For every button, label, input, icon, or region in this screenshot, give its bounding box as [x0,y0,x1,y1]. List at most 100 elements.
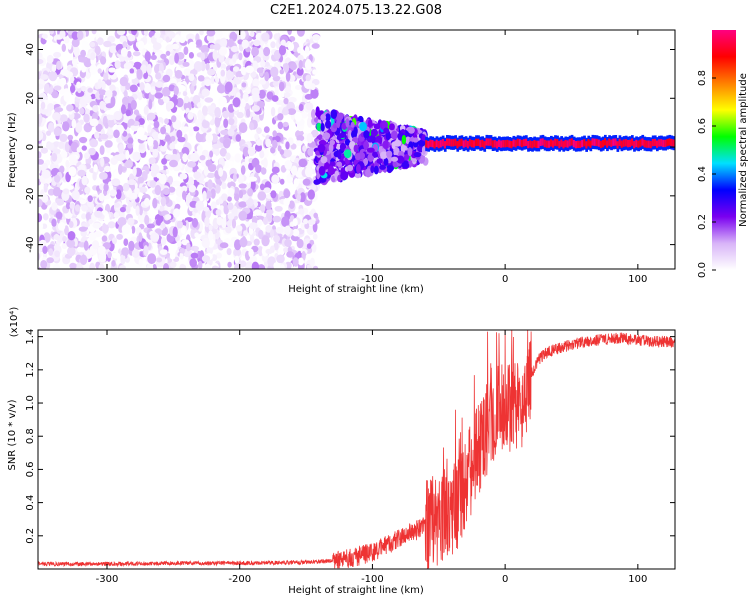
spectrogram-cell [183,68,192,76]
spectrogram-cell [197,109,203,121]
spectrogram-cell [256,127,262,134]
spectrogram-cell [143,82,152,94]
spectrogram-cell [39,239,47,247]
spectrogram-cell [176,195,182,203]
spectrogram-cell [232,54,237,63]
spectrogram-cell [249,222,258,230]
spectrogram-cell [187,59,195,71]
spectrogram-cell [101,235,108,242]
spectrogram-cell [136,69,143,80]
spectrogram-cell [201,255,211,263]
spectrogram-cell [284,238,292,248]
spectrogram-cell [111,90,117,97]
spectrogram-xlabel: Height of straight line (km) [288,284,424,295]
spectrogram-cell [106,79,112,86]
spectrogram-cell [257,264,266,269]
snr-ytick-label: 0.8 [25,428,36,444]
spectrogram-cell [160,222,166,229]
spectrogram-cell [97,245,106,255]
spectrogram-cell [310,83,316,91]
spectrogram-cell [547,140,551,148]
spectrogram-cell [42,245,48,254]
spectrogram-cell [260,167,267,175]
spectrogram-cell [288,200,295,209]
spectrogram-cell [148,99,153,110]
spectrogram-cell [297,257,304,266]
spectrogram-cell [54,174,61,183]
spectrogram-cell [121,104,126,115]
spectrogram-cell [128,192,138,200]
spectrogram-cell [533,140,536,148]
spectrogram-xtick-label: -300 [96,274,119,285]
colorbar: 0.0 0.2 0.4 0.6 0.8 Normalized spectral ampl… [697,30,749,278]
spectrogram-cell [174,69,183,79]
spectrogram-cell [271,95,279,102]
spectrogram-cell [216,84,226,94]
spectrogram-cell [520,139,524,148]
spectrogram-cell [390,156,399,162]
spectrogram-cell [296,238,304,249]
spectrogram-cell [626,140,630,148]
spectrogram-cell [245,219,250,228]
spectrogram-cell [173,85,179,96]
spectrogram-cell [59,114,68,123]
spectrogram-cell [303,79,313,89]
spectrogram-cell [155,81,164,88]
spectrogram-cell [273,49,281,60]
spectrogram-cell [89,64,98,75]
spectrogram-ytick-label: 40 [25,43,36,56]
spectrogram-cell [312,69,318,75]
spectrogram-cell [633,141,636,149]
spectrogram-cell [541,138,545,146]
spectrogram-cell [581,139,584,148]
spectrogram-cell [118,144,124,154]
spectrogram-cell [69,203,75,209]
spectrogram-cell [88,219,93,225]
spectrogram-cell [122,182,130,192]
spectrogram-cell [125,109,131,117]
spectrogram-cell [556,139,559,147]
spectrogram-cell [134,187,140,195]
spectrogram-cell [294,85,302,90]
spectrogram-cell [57,222,66,231]
spectrogram-cell [335,143,342,150]
spectrogram-cell [234,239,242,251]
spectrogram-cell [137,92,143,101]
spectrogram-cell [53,148,61,154]
spectrogram-cell [252,92,260,102]
spectrogram-cell [200,44,210,54]
spectrogram-cell [616,141,620,149]
spectrogram-cell [160,196,167,207]
spectrogram-cell [100,157,105,167]
spectrogram-cell [64,141,70,153]
spectrogram-cell [287,108,297,115]
spectrogram-cell [231,218,237,229]
spectrogram-cell [121,224,131,235]
spectrogram-cell [185,194,192,204]
spectrogram-cell [554,138,557,146]
spectrogram-cell [227,187,235,197]
spectrogram-cell [41,194,49,203]
spectrogram-cell [65,202,71,210]
spectrogram-cell [214,30,223,39]
spectrogram-cell [327,165,335,176]
spectrogram-cell [155,218,162,226]
spectrogram-cell [147,253,157,265]
spectrogram-cell [46,54,54,64]
spectrogram-cell [307,147,315,157]
spectrogram-cell [65,159,70,168]
spectrogram-cell [78,226,88,232]
spectrogram-cell [329,161,336,167]
spectrogram-cell [181,185,188,193]
spectrogram-cell [468,139,472,147]
spectrogram-cell [337,150,342,160]
spectrogram-cell [223,204,229,215]
spectrogram-cell [85,212,91,221]
spectrogram-cell [53,85,62,91]
spectrogram-cell [197,75,205,82]
spectrogram-cell [116,30,126,36]
spectrogram-cell [283,247,289,253]
spectrogram-cell [433,141,437,149]
spectrogram-cell [306,243,312,249]
spectrogram-cell [243,230,248,237]
